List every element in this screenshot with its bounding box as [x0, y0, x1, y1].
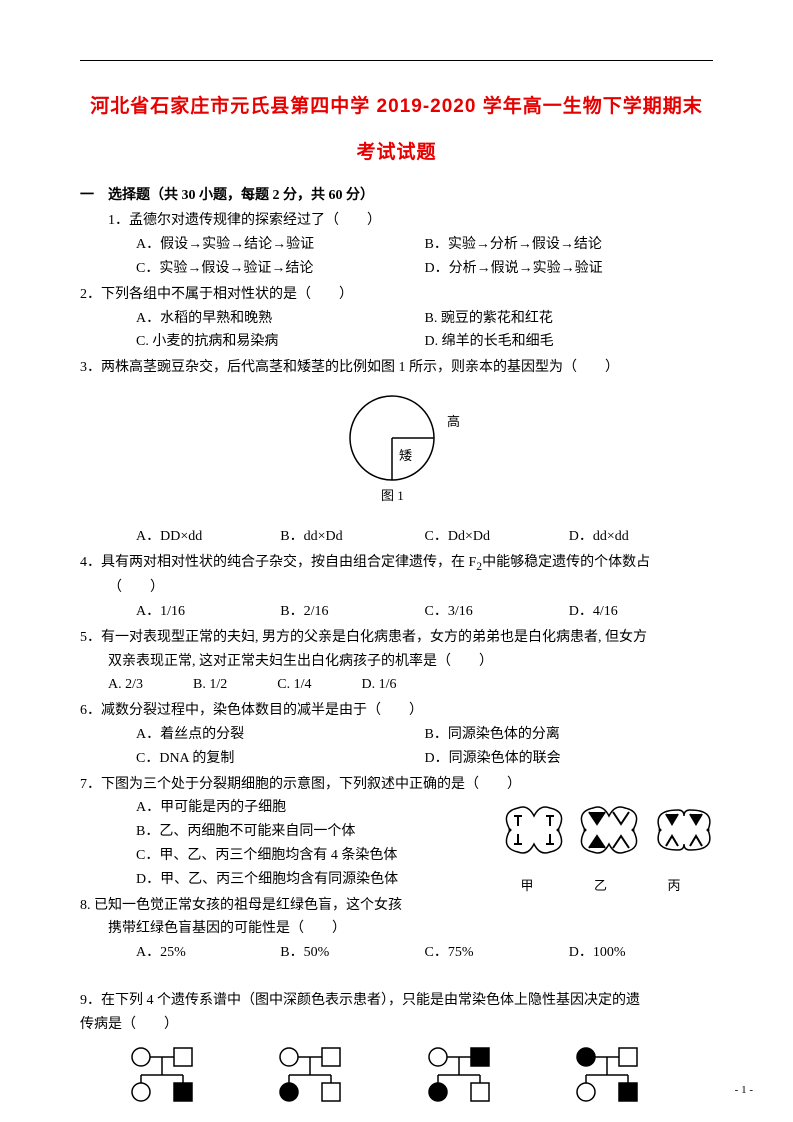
spacer [80, 965, 713, 987]
cell-label-c: 丙 [639, 875, 709, 897]
q9-stem-a: 9．在下列 4 个遗传系谱中（图中深颜色表示患者），只能是由常染色体上隐性基因决… [80, 989, 713, 1013]
q7-stem: 7．下图为三个处于分裂期细胞的示意图，下列叙述中正确的是（ ） [80, 773, 713, 797]
q8-opt-d: D．100% [569, 941, 713, 965]
cell-labels: 甲 乙 丙 [488, 875, 713, 899]
q8-opt-c: C．75% [425, 941, 569, 965]
pedigree-b [267, 1043, 377, 1105]
section-label: 一 选择题（共 30 小题，每题 2 分，共 60 分） [80, 188, 374, 203]
q5-stem-b: 双亲表现正常, 这对正常夫妇生出白化病孩子的机率是（ ） [80, 650, 713, 674]
cells-svg [488, 796, 713, 866]
q9-stem-b: 传病是（ ） [80, 1013, 713, 1037]
q5-stem-a: 5．有一对表现型正常的夫妇, 男方的父亲是白化病患者，女方的弟弟也是白化病患者,… [80, 626, 713, 650]
q5-opt-d: D. 1/6 [361, 673, 396, 697]
q4-stem: 4．具有两对相对性状的纯合子杂交，按自由组合定律遗传，在 F2中能够稳定遗传的个… [80, 551, 713, 577]
pedigree-d [564, 1043, 674, 1105]
q3-opt-d: D．dd×dd [569, 525, 713, 549]
pie-chart-svg: 高 矮 图 1 [327, 388, 467, 508]
q6-stem: 6．减数分裂过程中，染色体数目的减半是由于（ ） [80, 699, 713, 723]
q4-stem-a: 4．具有两对相对性状的纯合子杂交，按自由组合定律遗传，在 F [80, 555, 476, 570]
pedigree-row [80, 1043, 713, 1105]
q8-opt-a: A．25% [136, 941, 280, 965]
q4-opt-b: B．2/16 [280, 600, 424, 624]
q2-opt-a: A．水稻的早熟和晚熟 [136, 307, 425, 331]
page-number: - 1 - [735, 1081, 753, 1100]
q3-stem: 3．两株高茎豌豆杂交，后代高茎和矮茎的比例如图 1 所示，则亲本的基因型为（ ） [80, 356, 713, 380]
doc-title-line2: 考试试题 [80, 137, 713, 169]
section-header: 一 选择题（共 30 小题，每题 2 分，共 60 分） [80, 184, 713, 208]
doc-title-line1: 河北省石家庄市元氏县第四中学 2019-2020 学年高一生物下学期期末 [80, 91, 713, 123]
q2-opt-c: C. 小麦的抗病和易染病 [136, 330, 425, 354]
q6-opt-a: A．着丝点的分裂 [136, 723, 425, 747]
pedigree-c [416, 1043, 526, 1105]
q6-opt-c: C．DNA 的复制 [136, 747, 425, 771]
q6-opt-d: D．同源染色体的联会 [425, 747, 714, 771]
q6-opt-b: B．同源染色体的分离 [425, 723, 714, 747]
q2-opt-d: D. 绵羊的长毛和细毛 [425, 330, 714, 354]
q4-stem-c: （ ） [80, 576, 713, 600]
q3-opt-b: B．dd×Dd [280, 525, 424, 549]
pie-caption: 图 1 [381, 488, 404, 503]
q5-options: A. 2/3 B. 1/2 C. 1/4 D. 1/6 [80, 673, 713, 697]
q3-opt-a: A．DD×dd [136, 525, 280, 549]
q1-opt-b: B．实验→分析→假设→结论 [425, 233, 714, 257]
q2-opt-b: B. 豌豆的紫花和红花 [425, 307, 714, 331]
q8-opt-b: B．50% [280, 941, 424, 965]
q4-opt-a: A．1/16 [136, 600, 280, 624]
q3-opt-c: C．Dd×Dd [425, 525, 569, 549]
figure-1: 高 矮 图 1 [80, 388, 713, 517]
q4-stem-b: 中能够稳定遗传的个体数占 [482, 555, 650, 570]
q1-stem: 1．孟德尔对遗传规律的探索经过了（ ） [80, 209, 713, 233]
pedigree-a [119, 1043, 229, 1105]
pie-label-high: 高 [447, 414, 460, 429]
q2-options: A．水稻的早熟和晚熟 B. 豌豆的紫花和红花 C. 小麦的抗病和易染病 D. 绵… [80, 307, 713, 355]
q4-opt-c: C．3/16 [425, 600, 569, 624]
q8-options: A．25% B．50% C．75% D．100% [80, 941, 713, 965]
top-rule [80, 60, 713, 61]
q5-opt-c: C. 1/4 [277, 673, 311, 697]
q4-options: A．1/16 B．2/16 C．3/16 D．4/16 [80, 600, 713, 624]
q1-opt-c: C．实验→假设→验证→结论 [136, 257, 425, 281]
q1-opt-a: A．假设→实验→结论→验证 [136, 233, 425, 257]
cell-label-a: 甲 [492, 875, 562, 897]
q3-options: A．DD×dd B．dd×Dd C．Dd×Dd D．dd×dd [80, 525, 713, 549]
q6-options: A．着丝点的分裂 B．同源染色体的分离 C．DNA 的复制 D．同源染色体的联会 [80, 723, 713, 771]
q7-block: 7．下图为三个处于分裂期细胞的示意图，下列叙述中正确的是（ ） [80, 773, 713, 942]
q1-opt-d: D．分析→假说→实验→验证 [425, 257, 714, 281]
pie-label-short: 矮 [399, 448, 412, 463]
cell-label-b: 乙 [566, 875, 636, 897]
q1-options: A．假设→实验→结论→验证 B．实验→分析→假设→结论 C．实验→假设→验证→结… [80, 233, 713, 281]
q5-opt-a: A. 2/3 [108, 673, 143, 697]
q4-opt-d: D．4/16 [569, 600, 713, 624]
figure-cells: 甲 乙 丙 [488, 796, 713, 899]
q2-stem: 2．下列各组中不属于相对性状的是（ ） [80, 283, 713, 307]
q8-stem-b: 携带红绿色盲基因的可能性是（ ） [80, 917, 713, 941]
q5-opt-b: B. 1/2 [193, 673, 227, 697]
